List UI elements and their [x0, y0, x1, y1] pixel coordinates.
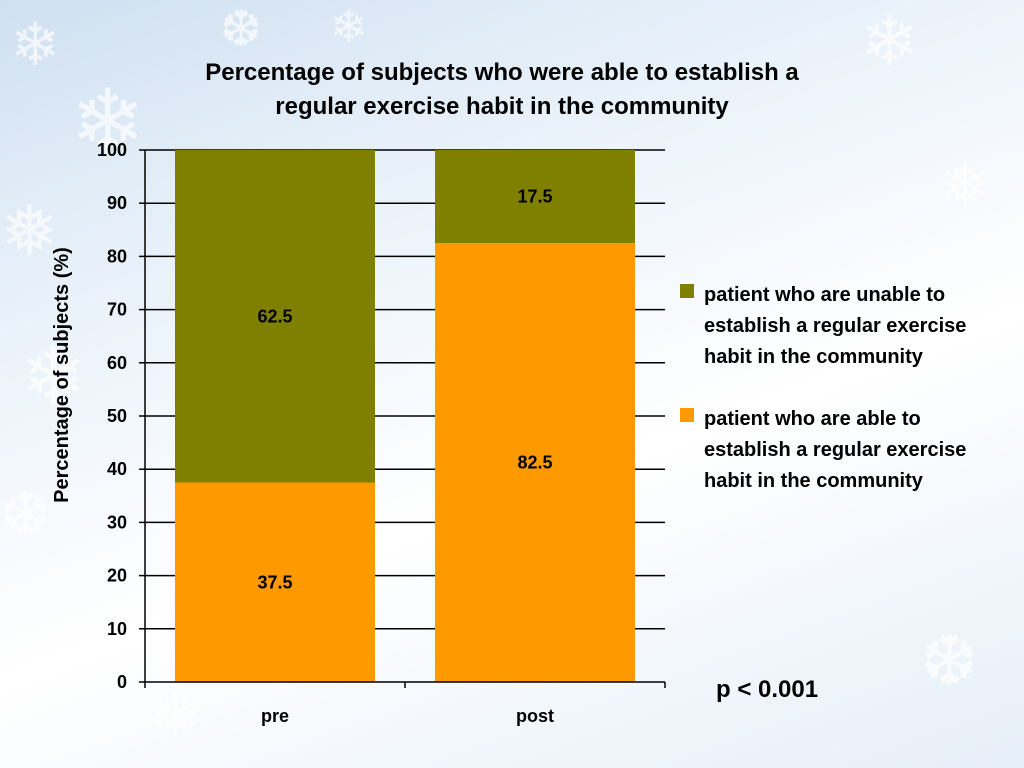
p-value-annotation: p < 0.001 — [716, 676, 819, 703]
legend: patient who are unable to establish a re… — [680, 280, 1000, 528]
legend-item-able: patient who are able to establish a regu… — [680, 404, 1000, 497]
y-tick-label: 80 — [107, 246, 127, 266]
data-label-post-series-0: 82.5 — [517, 453, 552, 473]
y-tick-label: 100 — [97, 140, 127, 160]
y-tick-label: 30 — [107, 512, 127, 532]
y-tick-label: 40 — [107, 459, 127, 479]
x-tick-label-pre: pre — [261, 706, 289, 726]
data-label-post-series-1: 17.5 — [517, 187, 552, 207]
y-tick-label: 60 — [107, 353, 127, 373]
data-labels: 37.5 62.5 82.5 17.5 — [257, 187, 552, 593]
data-label-pre-series-0: 37.5 — [257, 572, 292, 592]
x-tick-label-post: post — [516, 706, 554, 726]
y-tick-label: 10 — [107, 619, 127, 639]
y-tick-label: 50 — [107, 406, 127, 426]
legend-label-unable: patient who are unable to establish a re… — [704, 284, 967, 368]
y-tick-label: 20 — [107, 566, 127, 586]
legend-label-able: patient who are able to establish a regu… — [704, 408, 967, 492]
y-tick-label: 0 — [117, 672, 127, 692]
chart-title-line-2: regular exercise habit in the community — [275, 93, 729, 120]
y-tick-label: 90 — [107, 193, 127, 213]
bar-pre-series-0 — [175, 482, 375, 682]
chart-title-line-1: Percentage of subjects who were able to … — [205, 59, 799, 86]
bar-post-series-1 — [435, 150, 635, 244]
bar-pre-series-1 — [175, 150, 375, 483]
data-label-pre-series-1: 62.5 — [257, 306, 292, 326]
axes: 0 10 20 30 40 50 60 70 80 90 100 pre post — [97, 140, 666, 726]
bar-post-series-0 — [435, 243, 635, 682]
y-tick-label: 70 — [107, 300, 127, 320]
legend-swatch-able — [680, 408, 694, 422]
legend-item-unable: patient who are unable to establish a re… — [680, 280, 1000, 373]
bars — [175, 150, 635, 682]
legend-swatch-unable — [680, 284, 694, 298]
y-axis-label: Percentage of subjects (%) — [51, 247, 73, 503]
